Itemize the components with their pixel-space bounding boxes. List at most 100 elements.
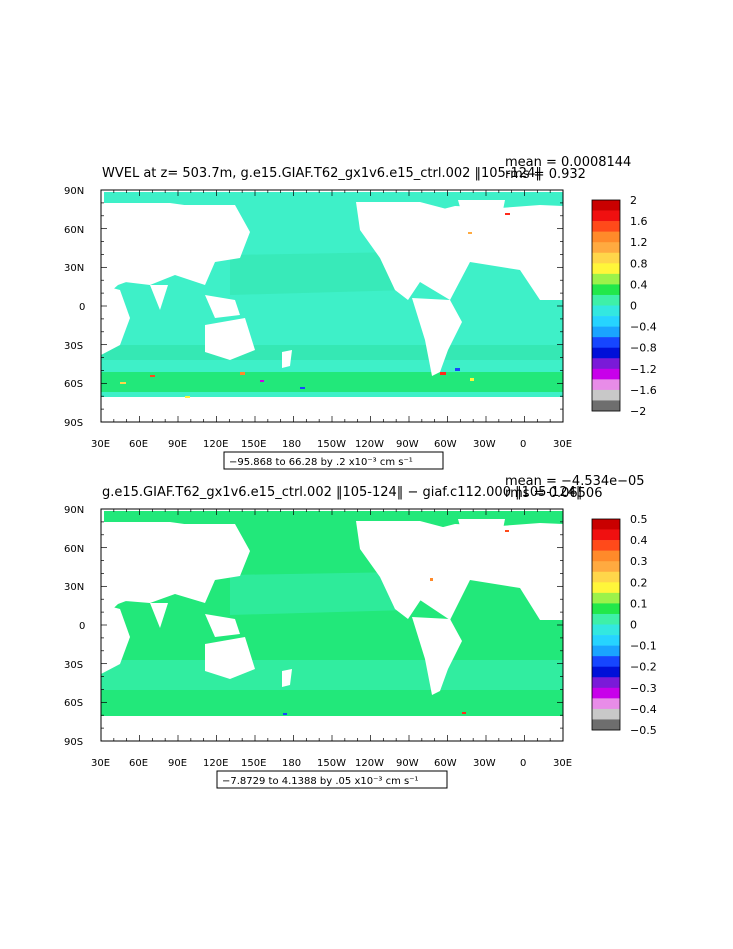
panel-1-noise [120,213,510,398]
panel-1: WVEL at z= 503.7m, g.e15.GIAF.T62_gx1v6.… [64,155,657,470]
colorbar-swatch [592,666,620,678]
panel-2-noise [283,530,509,715]
colorbar-label: −0.8 [630,342,657,355]
colorbar-label: −2 [630,405,646,418]
colorbar-swatch [592,645,620,657]
panel-2-title: g.e15.GIAF.T62_gx1v6.e15_ctrl.002 ‖105-1… [102,485,582,500]
colorbar-swatch [592,200,620,211]
panel-1-lat-axis: 90N 60N 30N 0 30S 60S 90S [64,186,85,429]
lon-label: 90W [396,439,419,450]
lat-label: 90S [64,418,83,429]
lon-label: 60E [129,758,148,769]
lon-label: 120W [355,758,384,769]
colorbar-label: −0.1 [630,640,657,653]
colorbar-swatch [592,550,620,562]
lon-label: 30W [473,758,496,769]
axis-ticks [100,189,564,423]
colorbar-swatch [592,210,620,222]
lon-label: 150E [241,439,266,450]
colorbar-label: 0.3 [630,555,648,568]
colorbar-label: −0.4 [630,703,657,716]
lat-label: 60N [64,225,84,236]
colorbar-swatch [592,379,620,391]
panel-2-lat-axis: 90N 60N 30N 0 30S 60S 90S [64,505,85,748]
colorbar-swatch [592,221,620,232]
lon-label: 150W [317,758,346,769]
colorbar-swatch [592,719,620,731]
colorbar-swatch [592,400,620,412]
colorbar-swatch [592,592,620,604]
colorbar-swatch [592,687,620,699]
panel-1-range-box: −95.868 to 66.28 by .2 x10⁻³ cm s⁻¹ [223,451,444,470]
colorbar-swatch [592,708,620,720]
panel-2-land [101,509,563,741]
lat-label: 90S [64,737,83,748]
lon-label: 30E [553,439,572,450]
panel-2-lon-axis: 30E 60E 90E 120E 150E 180 150W 120W 90W … [91,758,572,769]
colorbar-swatch [592,273,620,285]
lon-label: 30E [91,439,110,450]
lon-label: 60W [434,439,457,450]
colorbar-label: 0.5 [630,513,648,526]
lat-label: 30S [64,341,83,352]
colorbar-swatch [592,263,620,275]
lon-label: 30E [91,758,110,769]
lon-label: 90W [396,758,419,769]
lat-label: 30S [64,660,83,671]
colorbar-label: 1.2 [630,236,648,249]
colorbar-swatch [592,294,620,306]
colorbar-swatch [592,540,620,551]
colorbar-label: −0.3 [630,682,657,695]
colorbar-swatch [592,571,620,583]
lon-label: 60W [434,758,457,769]
lon-label: 120E [203,439,228,450]
colorbar-swatch [592,242,620,254]
colorbar-label: 0.8 [630,257,648,270]
panel-1-colorbar: 2 1.6 1.2 0.8 0.4 0 −0.4 −0.8 −1.2 −1.6 −2 [591,194,657,418]
colorbar-label: −0.4 [630,321,657,334]
colorbar-label: 1.6 [630,215,648,228]
lon-label: 30W [473,439,496,450]
panel-1-title: WVEL at z= 503.7m, g.e15.GIAF.T62_gx1v6.… [102,166,542,181]
colorbar-swatch [592,326,620,338]
colorbar-swatch [592,231,620,243]
colorbar-label: −1.6 [630,384,657,397]
lat-label: 30N [64,263,84,274]
colorbar-swatch [592,529,620,541]
lon-label: 150E [241,758,266,769]
colorbar-label: 0.4 [630,278,648,291]
colorbar-label: −0.5 [630,724,657,737]
lon-label: 90E [168,758,187,769]
panel-1-mean: mean = 0.0008144 [505,155,631,170]
colorbar-label: 0 [630,300,637,313]
lat-label: 60N [64,544,84,555]
axis-ticks [100,508,564,742]
colorbar-swatch [592,656,620,667]
lat-label: 0 [79,621,85,632]
panel-2-colorbar: 0.5 0.4 0.3 0.2 0.1 0 −0.1 −0.2 −0.3 −0.4 −0.5 [591,513,657,737]
panel-2-range: −7.8729 to 4.1388 by .05 x10⁻³ cm s⁻¹ [222,776,418,787]
lon-label: 120E [203,758,228,769]
panel-1-map [100,189,564,423]
panel-2-map [100,508,564,742]
colorbar-swatch [592,613,620,625]
lat-label: 90N [64,186,84,197]
lon-label: 60E [129,439,148,450]
colorbar-label: 2 [630,194,637,207]
lon-label: 30E [553,758,572,769]
panel-2-rms: rms = 0.06506 [505,486,602,501]
panel-1-rms: rms = 0.932 [505,167,586,182]
panel-2-range-box: −7.8729 to 4.1388 by .05 x10⁻³ cm s⁻¹ [216,770,448,789]
colorbar-swatch [592,624,620,636]
panel-2: g.e15.GIAF.T62_gx1v6.e15_ctrl.002 ‖105-1… [64,474,657,789]
colorbar-swatch [592,358,620,370]
colorbar-swatch [592,252,620,264]
lon-label: 150W [317,439,346,450]
lon-label: 180 [282,439,301,450]
colorbar-swatch [592,305,620,317]
lat-label: 60S [64,698,83,709]
panel-1-range: −95.868 to 66.28 by .2 x10⁻³ cm s⁻¹ [229,457,413,468]
lat-label: 60S [64,379,83,390]
colorbar-swatch [592,603,620,615]
